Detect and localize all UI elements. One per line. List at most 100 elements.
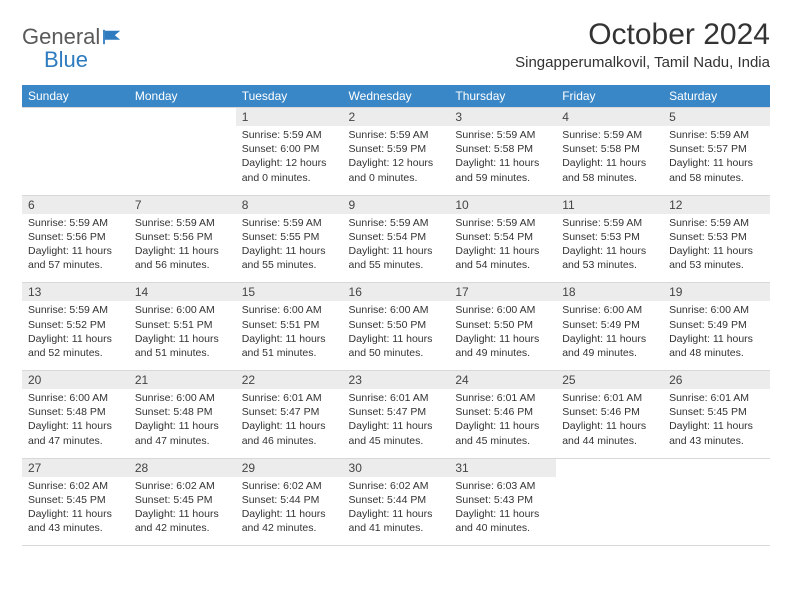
bottom-rule bbox=[22, 545, 770, 546]
daylight-text: Daylight: 12 hours and 0 minutes. bbox=[242, 156, 337, 184]
day-cell: 2Sunrise: 5:59 AMSunset: 5:59 PMDaylight… bbox=[343, 108, 450, 196]
sunset-text: Sunset: 5:59 PM bbox=[349, 142, 444, 156]
sunset-text: Sunset: 5:52 PM bbox=[28, 318, 123, 332]
day-cell: 18 Sunrise: 6:00 AMSunset: 5:49 PMDayligh… bbox=[556, 283, 663, 371]
day-cell bbox=[556, 458, 663, 545]
day-data: Sunrise: 6:02 AMSunset: 5:45 PMDaylight:… bbox=[22, 477, 129, 546]
day-number: 2 bbox=[343, 108, 450, 126]
weekday-header: Tuesday bbox=[236, 85, 343, 108]
day-data: Sunrise: 6:00 AMSunset: 5:51 PMDaylight:… bbox=[236, 301, 343, 370]
sunrise-text: Sunrise: 5:59 AM bbox=[28, 216, 123, 230]
day-data: Sunrise: 5:59 AMSunset: 5:58 PMDaylight:… bbox=[449, 126, 556, 195]
day-cell: 8Sunrise: 5:59 AMSunset: 5:55 PMDaylight… bbox=[236, 195, 343, 283]
day-number: 25 bbox=[556, 371, 663, 389]
day-cell bbox=[22, 108, 129, 196]
sunset-text: Sunset: 5:49 PM bbox=[562, 318, 657, 332]
day-cell: 3Sunrise: 5:59 AMSunset: 5:58 PMDaylight… bbox=[449, 108, 556, 196]
day-number: 16 bbox=[343, 283, 450, 301]
daylight-text: Daylight: 11 hours and 50 minutes. bbox=[349, 332, 444, 360]
sunset-text: Sunset: 5:44 PM bbox=[349, 493, 444, 507]
day-cell: 15Sunrise: 6:00 AMSunset: 5:51 PMDayligh… bbox=[236, 283, 343, 371]
daylight-text: Daylight: 11 hours and 51 minutes. bbox=[242, 332, 337, 360]
sunset-text: Sunset: 5:58 PM bbox=[562, 142, 657, 156]
day-cell: 11Sunrise: 5:59 AMSunset: 5:53 PMDayligh… bbox=[556, 195, 663, 283]
sunset-text: Sunset: 5:57 PM bbox=[669, 142, 764, 156]
day-cell: 20Sunrise: 6:00 AMSunset: 5:48 PMDayligh… bbox=[22, 371, 129, 459]
day-data: Sunrise: 6:00 AMSunset: 5:50 PMDaylight:… bbox=[449, 301, 556, 370]
day-cell bbox=[129, 108, 236, 196]
sunset-text: Sunset: 5:47 PM bbox=[349, 405, 444, 419]
day-number: 13 bbox=[22, 283, 129, 301]
day-cell: 7Sunrise: 5:59 AMSunset: 5:56 PMDaylight… bbox=[129, 195, 236, 283]
weekday-header: Wednesday bbox=[343, 85, 450, 108]
sunset-text: Sunset: 5:43 PM bbox=[455, 493, 550, 507]
sunset-text: Sunset: 5:45 PM bbox=[135, 493, 230, 507]
day-cell: 23Sunrise: 6:01 AMSunset: 5:47 PMDayligh… bbox=[343, 371, 450, 459]
day-cell: 29Sunrise: 6:02 AMSunset: 5:44 PMDayligh… bbox=[236, 458, 343, 545]
day-cell: 17Sunrise: 6:00 AMSunset: 5:50 PMDayligh… bbox=[449, 283, 556, 371]
day-number: 11 bbox=[556, 196, 663, 214]
sunrise-text: Sunrise: 6:02 AM bbox=[242, 479, 337, 493]
weekday-header: Saturday bbox=[663, 85, 770, 108]
day-data: Sunrise: 5:59 AMSunset: 5:59 PMDaylight:… bbox=[343, 126, 450, 195]
day-cell: 10Sunrise: 5:59 AMSunset: 5:54 PMDayligh… bbox=[449, 195, 556, 283]
sunset-text: Sunset: 5:48 PM bbox=[135, 405, 230, 419]
daylight-text: Daylight: 11 hours and 42 minutes. bbox=[135, 507, 230, 535]
sunset-text: Sunset: 5:54 PM bbox=[349, 230, 444, 244]
day-number: 21 bbox=[129, 371, 236, 389]
sunrise-text: Sunrise: 5:59 AM bbox=[455, 216, 550, 230]
sunset-text: Sunset: 5:50 PM bbox=[349, 318, 444, 332]
week-row: 13Sunrise: 5:59 AMSunset: 5:52 PMDayligh… bbox=[22, 283, 770, 371]
day-number: 9 bbox=[343, 196, 450, 214]
weekday-header: Thursday bbox=[449, 85, 556, 108]
daylight-text: Daylight: 11 hours and 51 minutes. bbox=[135, 332, 230, 360]
day-data: Sunrise: 5:59 AMSunset: 5:58 PMDaylight:… bbox=[556, 126, 663, 195]
sunrise-text: Sunrise: 6:02 AM bbox=[135, 479, 230, 493]
daylight-text: Daylight: 11 hours and 42 minutes. bbox=[242, 507, 337, 535]
day-number: 23 bbox=[343, 371, 450, 389]
sunset-text: Sunset: 5:56 PM bbox=[28, 230, 123, 244]
day-data: Sunrise: 5:59 AMSunset: 5:55 PMDaylight:… bbox=[236, 214, 343, 283]
day-number: 10 bbox=[449, 196, 556, 214]
sunrise-text: Sunrise: 6:00 AM bbox=[562, 303, 657, 317]
day-number: 30 bbox=[343, 459, 450, 477]
sunset-text: Sunset: 5:54 PM bbox=[455, 230, 550, 244]
sunset-text: Sunset: 5:44 PM bbox=[242, 493, 337, 507]
daylight-text: Daylight: 11 hours and 49 minutes. bbox=[562, 332, 657, 360]
logo-text-blue: Blue bbox=[44, 47, 88, 72]
day-cell: 31Sunrise: 6:03 AMSunset: 5:43 PMDayligh… bbox=[449, 458, 556, 545]
sunrise-text: Sunrise: 6:01 AM bbox=[562, 391, 657, 405]
sunrise-text: Sunrise: 6:00 AM bbox=[135, 391, 230, 405]
daylight-text: Daylight: 11 hours and 55 minutes. bbox=[349, 244, 444, 272]
week-row: 20Sunrise: 6:00 AMSunset: 5:48 PMDayligh… bbox=[22, 371, 770, 459]
day-number bbox=[22, 108, 129, 126]
daylight-text: Daylight: 11 hours and 59 minutes. bbox=[455, 156, 550, 184]
day-data: Sunrise: 6:02 AMSunset: 5:44 PMDaylight:… bbox=[236, 477, 343, 546]
sunrise-text: Sunrise: 5:59 AM bbox=[349, 216, 444, 230]
day-cell bbox=[663, 458, 770, 545]
day-cell: 9Sunrise: 5:59 AMSunset: 5:54 PMDaylight… bbox=[343, 195, 450, 283]
sunrise-text: Sunrise: 6:01 AM bbox=[349, 391, 444, 405]
sunset-text: Sunset: 6:00 PM bbox=[242, 142, 337, 156]
daylight-text: Daylight: 11 hours and 45 minutes. bbox=[455, 419, 550, 447]
day-cell: 24Sunrise: 6:01 AMSunset: 5:46 PMDayligh… bbox=[449, 371, 556, 459]
day-number: 14 bbox=[129, 283, 236, 301]
day-cell: 27Sunrise: 6:02 AMSunset: 5:45 PMDayligh… bbox=[22, 458, 129, 545]
day-data: Sunrise: 6:00 AMSunset: 5:48 PMDaylight:… bbox=[129, 389, 236, 458]
day-number: 26 bbox=[663, 371, 770, 389]
day-number: 12 bbox=[663, 196, 770, 214]
day-number: 18 bbox=[556, 283, 663, 301]
day-cell: 25Sunrise: 6:01 AMSunset: 5:46 PMDayligh… bbox=[556, 371, 663, 459]
day-number: 4 bbox=[556, 108, 663, 126]
sunrise-text: Sunrise: 6:03 AM bbox=[455, 479, 550, 493]
daylight-text: Daylight: 11 hours and 40 minutes. bbox=[455, 507, 550, 535]
sunrise-text: Sunrise: 5:59 AM bbox=[135, 216, 230, 230]
day-number: 27 bbox=[22, 459, 129, 477]
daylight-text: Daylight: 11 hours and 43 minutes. bbox=[669, 419, 764, 447]
day-number bbox=[556, 459, 663, 477]
day-data: Sunrise: 5:59 AMSunset: 5:54 PMDaylight:… bbox=[343, 214, 450, 283]
day-data: Sunrise: 5:59 AMSunset: 5:53 PMDaylight:… bbox=[556, 214, 663, 283]
day-cell: 6Sunrise: 5:59 AMSunset: 5:56 PMDaylight… bbox=[22, 195, 129, 283]
sunset-text: Sunset: 5:51 PM bbox=[242, 318, 337, 332]
day-number: 29 bbox=[236, 459, 343, 477]
